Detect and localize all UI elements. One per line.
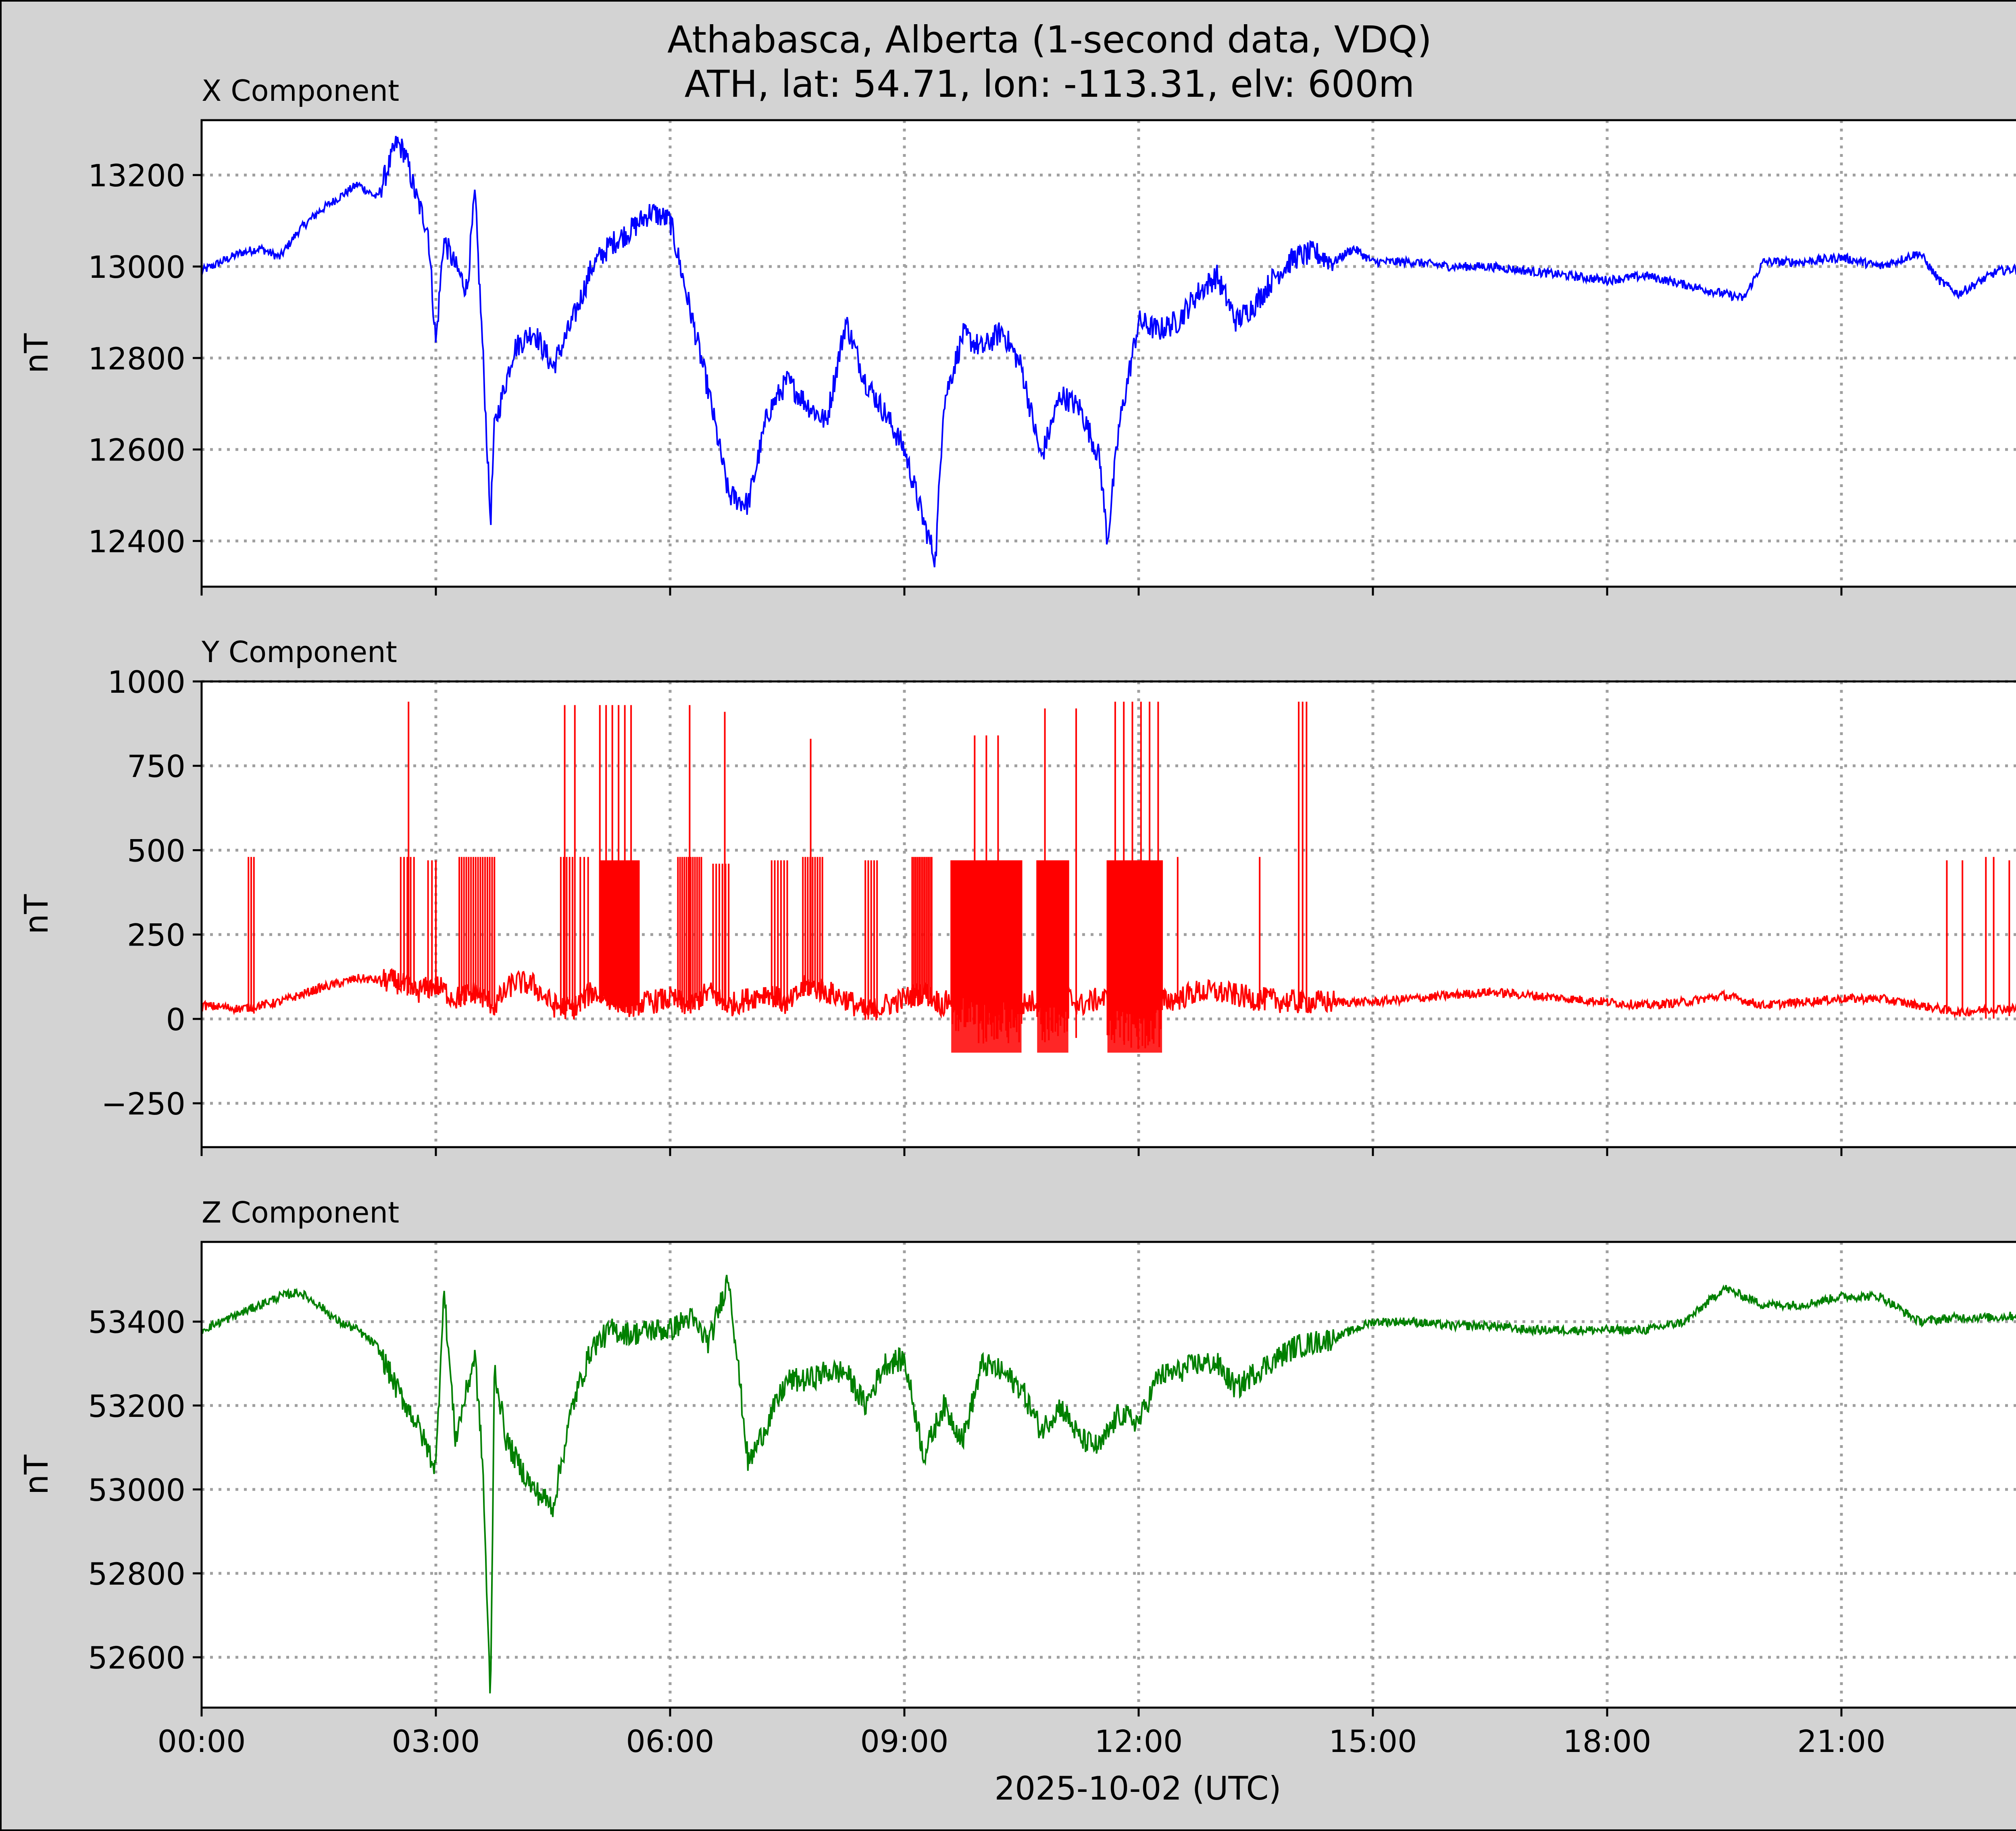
y-tick-label: 12800 <box>88 341 185 377</box>
y-tick-label: 53400 <box>88 1304 185 1340</box>
x-tick-label: 18:00 <box>1563 1723 1651 1759</box>
x-tick-label: 15:00 <box>1329 1723 1417 1759</box>
x-tick-label: 12:00 <box>1094 1723 1183 1759</box>
dense-spike-band <box>951 904 1022 1053</box>
y-tick-label: 12600 <box>88 432 185 468</box>
y-tick-label: 52600 <box>88 1640 185 1676</box>
y-tick-label: 53000 <box>88 1472 185 1508</box>
x-axis-label: 2025-10-02 (UTC) <box>994 1770 1281 1807</box>
y-axis-label: nT <box>18 894 55 935</box>
y-tick-label: 0 <box>166 1002 185 1037</box>
series-line <box>201 135 2016 568</box>
y-tick-label: 13000 <box>88 249 185 285</box>
dense-spike-band <box>1107 904 1162 1053</box>
x-tick-label: 21:00 <box>1797 1723 1885 1759</box>
y-tick-label: 750 <box>127 748 185 784</box>
panel-2: −250 0 250 500 750 1000 Y Component nT <box>18 635 2016 1156</box>
y-axis-label: nT <box>18 1454 55 1495</box>
y-tick-label: 1000 <box>108 664 185 700</box>
panel-1: 12400 12600 12800 13000 13200 X Component nT <box>18 74 2016 596</box>
plot-area <box>202 120 2016 587</box>
y-tick-label: 52800 <box>88 1556 185 1592</box>
x-tick-label: 03:00 <box>392 1723 480 1759</box>
figure-title-line1: Athabasca, Alberta (1-second data, VDQ) <box>667 18 1432 61</box>
panel-title: X Component <box>202 74 399 108</box>
figure-title-line2: ATH, lat: 54.71, lon: -113.31, elv: 600m <box>685 62 1415 106</box>
x-tick-label: 00:00 <box>157 1723 246 1759</box>
series-line <box>201 1275 2016 1694</box>
panel-title: Y Component <box>201 635 397 669</box>
y-tick-label: 250 <box>127 917 185 953</box>
plot-area <box>202 1242 2016 1708</box>
y-tick-label: 13200 <box>88 158 185 194</box>
spike-group <box>248 702 2010 1053</box>
panel-title: Z Component <box>202 1196 399 1229</box>
y-axis-label: nT <box>18 333 55 374</box>
y-tick-label: 12400 <box>88 524 185 560</box>
y-tick-label: −250 <box>101 1086 185 1122</box>
y-tick-label: 500 <box>127 833 185 869</box>
panel-3: 52600 52800 53000 53200 53400 00:00 03:00 06:00… <box>18 1196 2016 1759</box>
y-tick-label: 53200 <box>88 1388 185 1424</box>
x-tick-label: 06:00 <box>626 1723 714 1759</box>
x-tick-label: 09:00 <box>860 1723 948 1759</box>
dense-spike-band <box>1037 904 1068 1053</box>
